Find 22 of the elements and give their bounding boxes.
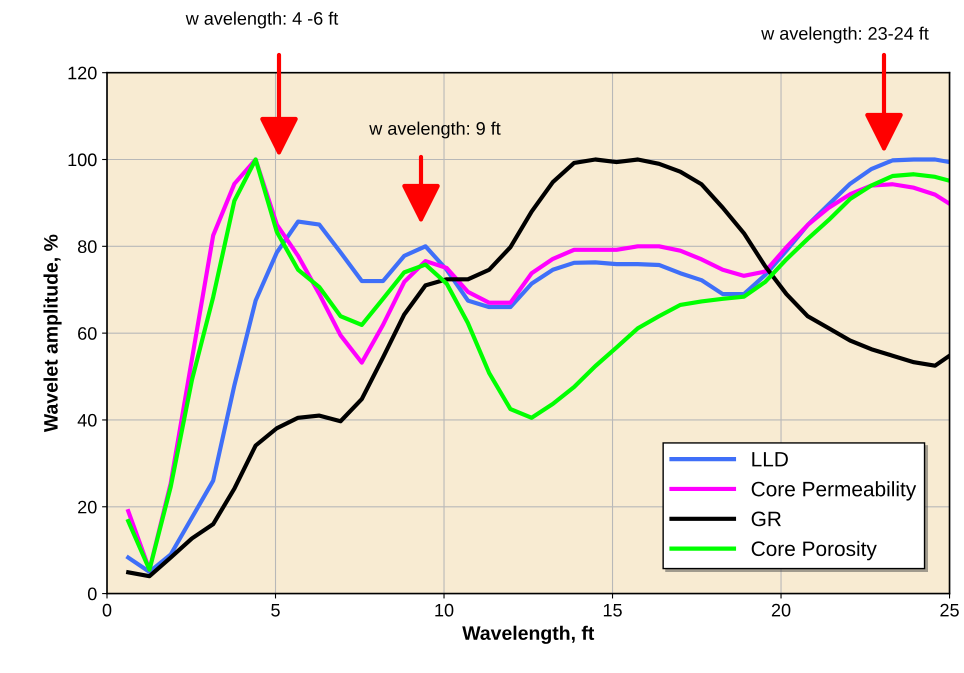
- annotation: w avelength: 9 ft: [369, 122, 501, 138]
- x-tick-label: 10: [435, 604, 454, 617]
- x-tick-label: 0: [102, 604, 112, 617]
- y-tick-label: 60: [78, 327, 97, 340]
- y-tick-label: 20: [78, 500, 97, 514]
- y-tick-label: 40: [78, 414, 97, 427]
- legend-label: LLD: [752, 452, 788, 466]
- y-axis-title: Wavelet amplitude, %: [43, 234, 62, 432]
- x-tick-label: 25: [940, 604, 959, 617]
- y-tick-label: 100: [68, 153, 97, 166]
- x-tick-label: 20: [772, 604, 790, 617]
- text: w avelength: 23-24 ft: [761, 26, 929, 44]
- legend-label: GR: [752, 512, 781, 526]
- y-tick-label: 120: [68, 66, 97, 80]
- y-tick-label: 80: [78, 240, 97, 254]
- text: w avelength: 4 -6 ft: [186, 12, 338, 28]
- legend-label: Core Permeability: [752, 481, 916, 501]
- y-tick-label: 0: [88, 588, 97, 600]
- legend-label: Core Porosity: [752, 540, 877, 560]
- x-tick-label: 15: [604, 604, 622, 617]
- x-axis-title: Wavelength, ft: [462, 626, 594, 644]
- x-tick-label: 5: [271, 604, 280, 617]
